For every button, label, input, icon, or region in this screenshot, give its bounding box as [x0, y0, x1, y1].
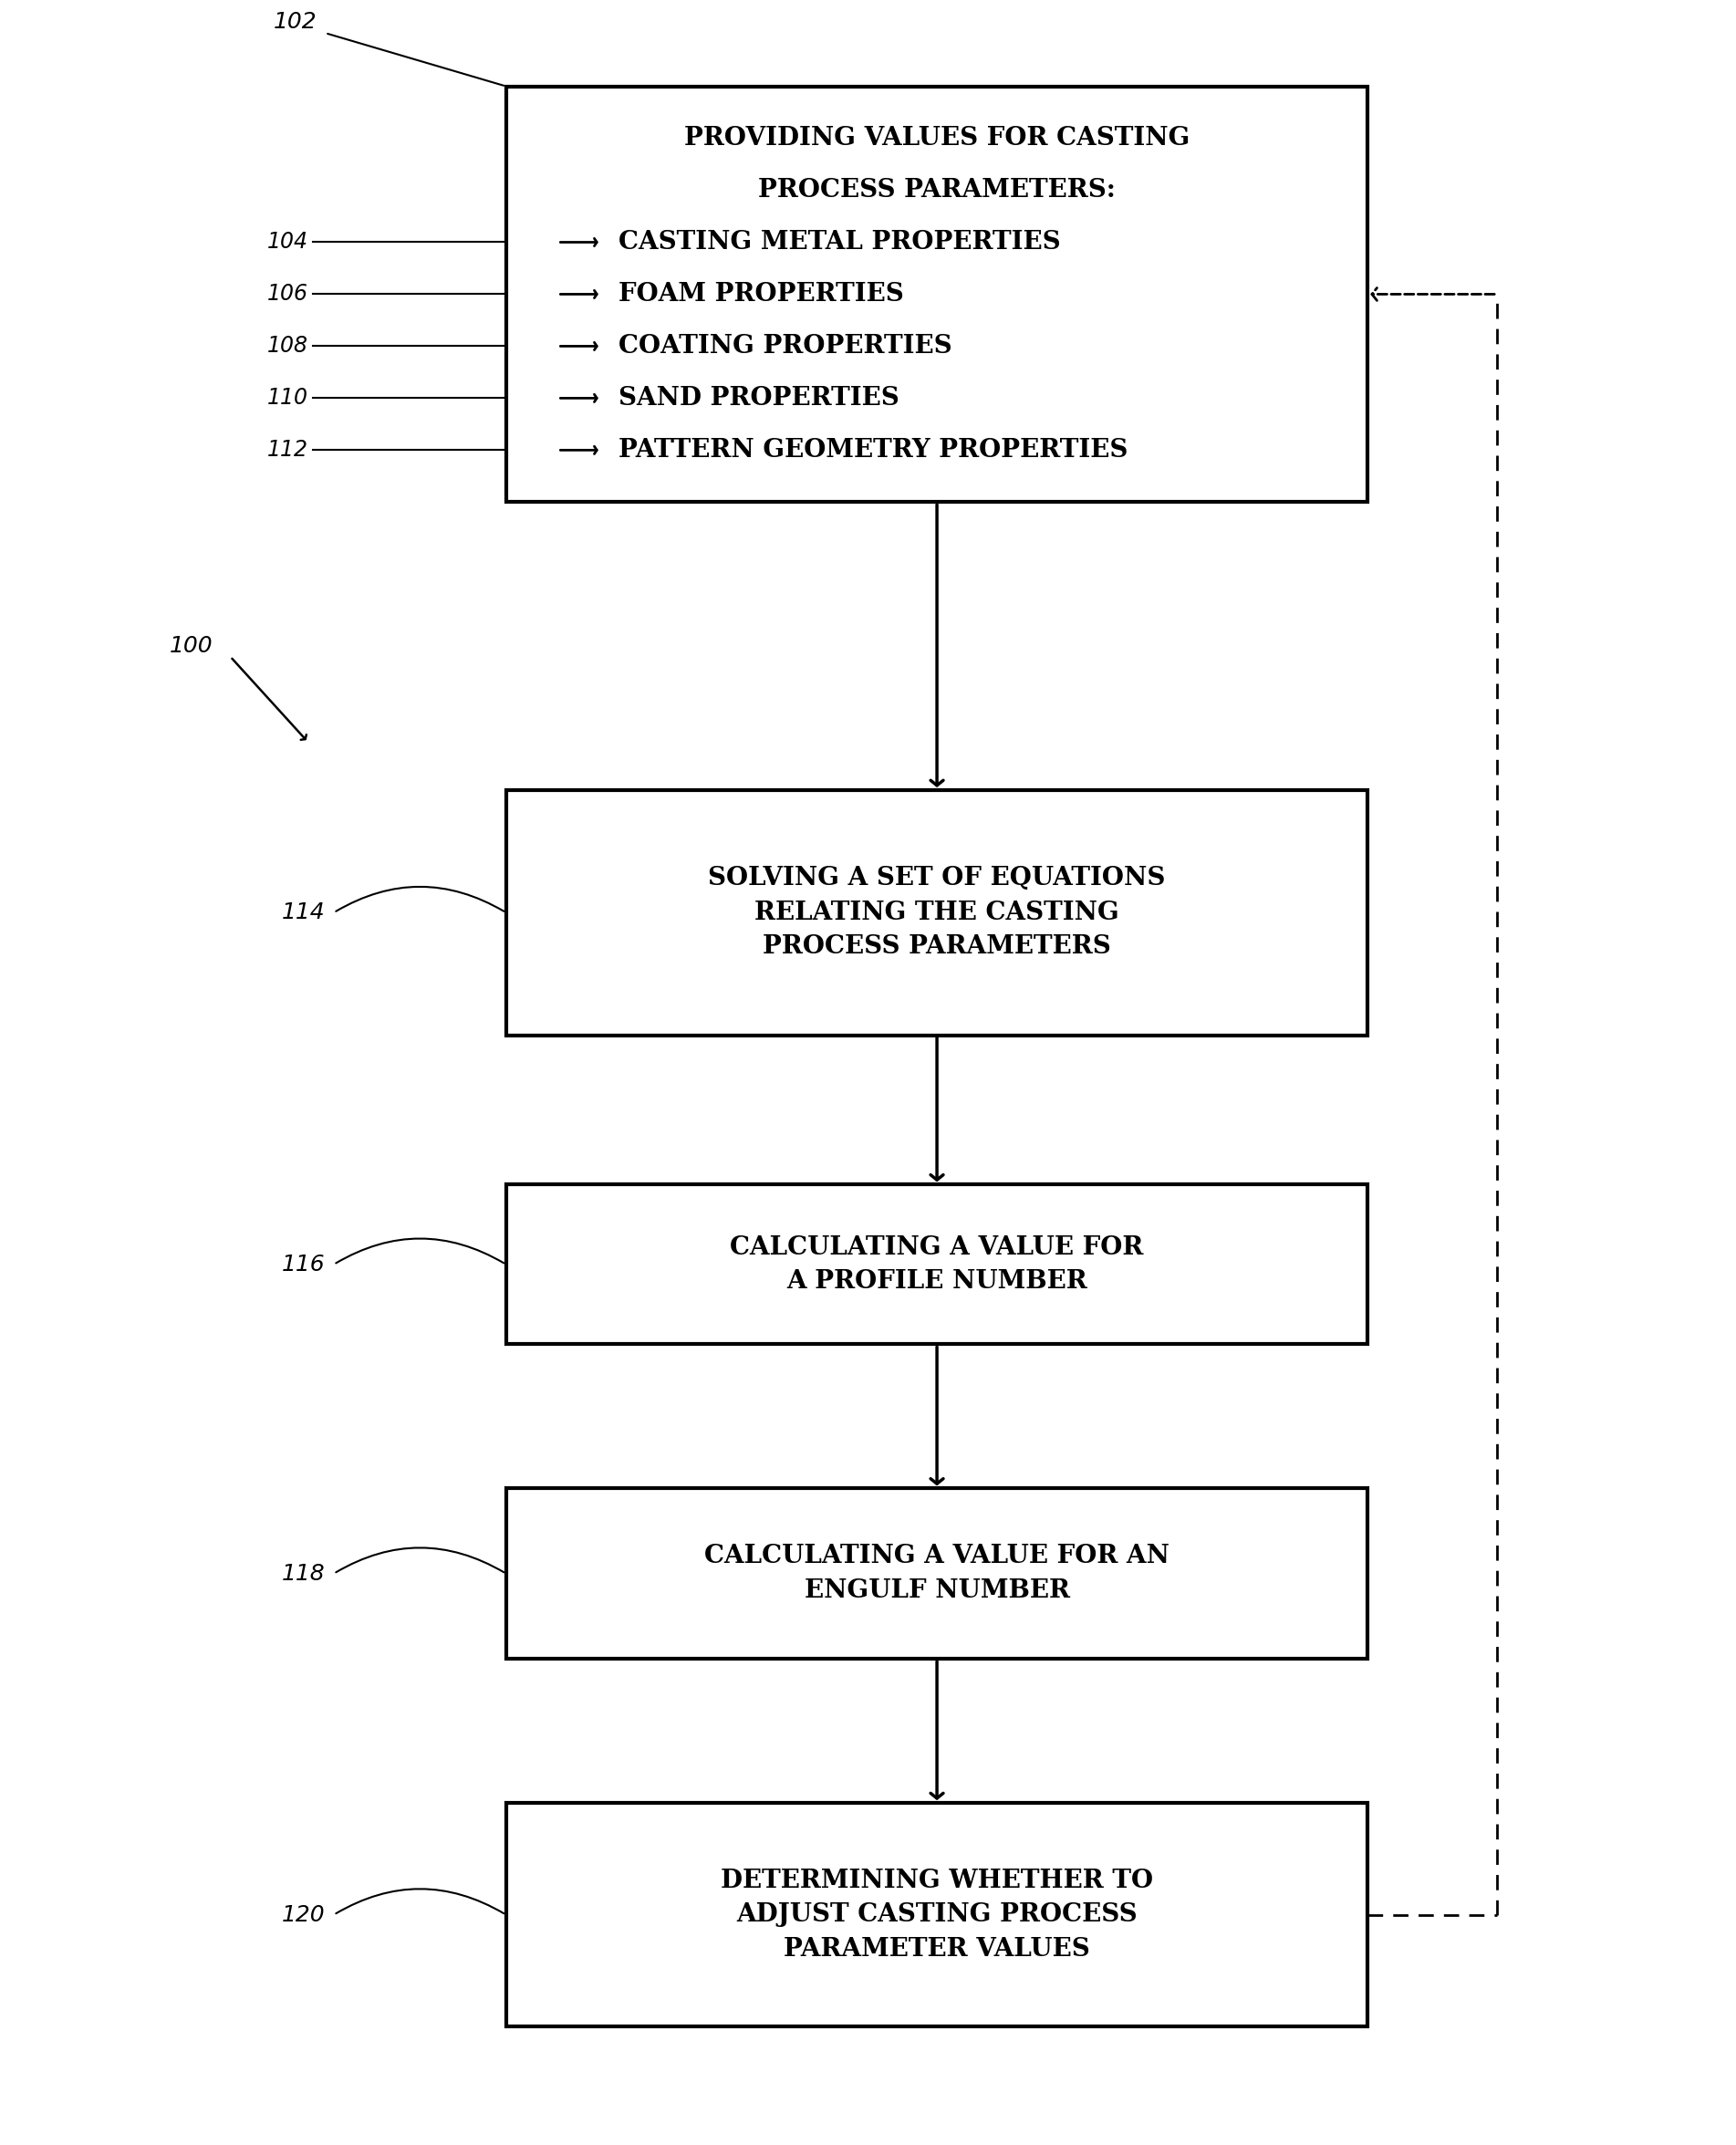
Text: 102: 102 — [273, 11, 316, 34]
Bar — [507, 86, 1368, 502]
Text: PROCESS PARAMETERS:: PROCESS PARAMETERS: — [759, 178, 1116, 202]
Text: 114: 114 — [281, 901, 325, 924]
Text: FOAM PROPERTIES: FOAM PROPERTIES — [618, 281, 903, 307]
Text: 106: 106 — [267, 283, 307, 305]
Text: SOLVING A SET OF EQUATIONS
RELATING THE CASTING
PROCESS PARAMETERS: SOLVING A SET OF EQUATIONS RELATING THE … — [708, 867, 1165, 959]
Text: CASTING METAL PROPERTIES: CASTING METAL PROPERTIES — [618, 230, 1061, 255]
Text: 104: 104 — [267, 232, 307, 253]
Bar — [507, 1489, 1368, 1658]
Text: CALCULATING A VALUE FOR
A PROFILE NUMBER: CALCULATING A VALUE FOR A PROFILE NUMBER — [731, 1236, 1144, 1293]
Text: PATTERN GEOMETRY PROPERTIES: PATTERN GEOMETRY PROPERTIES — [618, 438, 1127, 463]
Text: 116: 116 — [281, 1253, 325, 1276]
Text: CALCULATING A VALUE FOR AN
ENGULF NUMBER: CALCULATING A VALUE FOR AN ENGULF NUMBER — [705, 1544, 1170, 1602]
Text: COATING PROPERTIES: COATING PROPERTIES — [618, 335, 951, 358]
Text: PROVIDING VALUES FOR CASTING: PROVIDING VALUES FOR CASTING — [684, 127, 1189, 150]
Text: 120: 120 — [281, 1905, 325, 1926]
Text: DETERMINING WHETHER TO
ADJUST CASTING PROCESS
PARAMETER VALUES: DETERMINING WHETHER TO ADJUST CASTING PR… — [720, 1868, 1153, 1961]
Bar — [507, 1184, 1368, 1345]
Text: 108: 108 — [267, 335, 307, 356]
Text: 112: 112 — [267, 440, 307, 461]
Text: 100: 100 — [170, 635, 214, 656]
Text: SAND PROPERTIES: SAND PROPERTIES — [618, 386, 899, 410]
Bar — [507, 789, 1368, 1036]
Bar — [507, 1802, 1368, 2027]
Text: 110: 110 — [267, 388, 307, 410]
Text: 118: 118 — [281, 1564, 325, 1585]
